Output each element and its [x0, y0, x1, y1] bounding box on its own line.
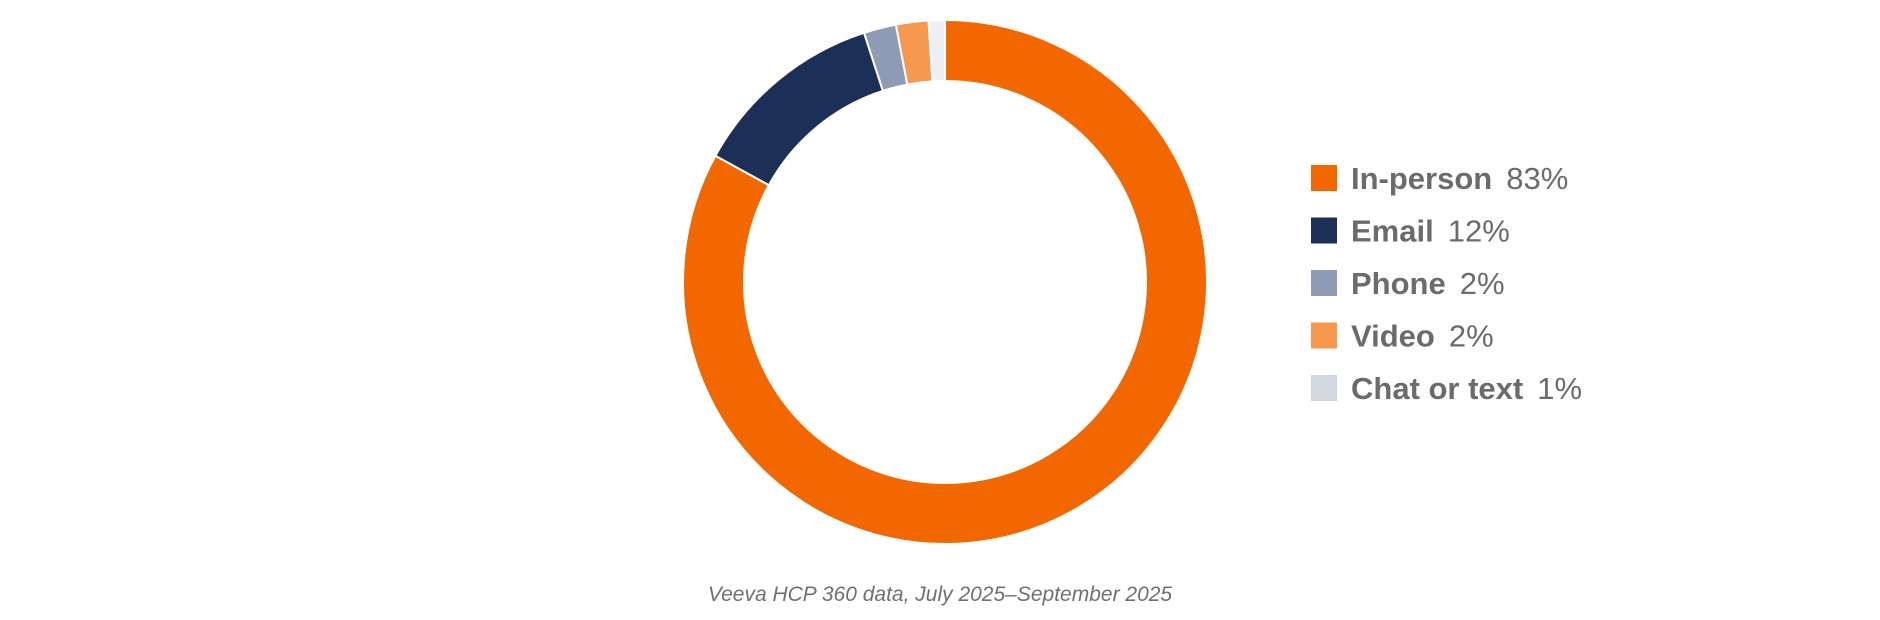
slice-email	[714, 31, 885, 187]
legend-text: Email 12%	[1351, 214, 1510, 249]
legend-item-video: Video 2%	[1311, 319, 1494, 354]
legend-item-phone: Phone 2%	[1311, 266, 1505, 301]
donut-slices	[682, 18, 1208, 545]
legend-item-email: Email 12%	[1311, 214, 1510, 249]
legend-label: Phone	[1351, 266, 1446, 301]
legend-text: Chat or text 1%	[1351, 371, 1582, 406]
chart-legend: In-person 83%Email 12%Phone 2%Video 2%Chat o…	[1311, 161, 1582, 406]
legend-value: 1%	[1537, 371, 1582, 406]
legend-text: Phone 2%	[1351, 266, 1505, 301]
source-note: Veeva HCP 360 data, July 2025–September …	[708, 583, 1173, 606]
legend-swatch	[1311, 375, 1337, 401]
legend-label: Video	[1351, 319, 1435, 354]
legend-swatch	[1311, 270, 1337, 296]
legend-label: Email	[1351, 214, 1434, 249]
legend-value: 2%	[1449, 319, 1494, 354]
legend-value: 12%	[1448, 214, 1510, 249]
legend-label: In-person	[1351, 161, 1492, 196]
slice-chat-or-text	[927, 18, 946, 83]
legend-value: 2%	[1460, 266, 1505, 301]
slice-in-person	[682, 18, 1208, 545]
legend-item-chat-or-text: Chat or text 1%	[1311, 371, 1582, 406]
legend-value: 83%	[1506, 161, 1568, 196]
legend-swatch	[1311, 322, 1337, 349]
legend-text: In-person 83%	[1351, 161, 1568, 196]
legend-text: Video 2%	[1351, 319, 1494, 354]
legend-swatch	[1311, 165, 1337, 191]
legend-label: Chat or text	[1351, 371, 1523, 406]
legend-swatch	[1311, 217, 1337, 244]
legend-item-in-person: In-person 83%	[1311, 161, 1568, 196]
